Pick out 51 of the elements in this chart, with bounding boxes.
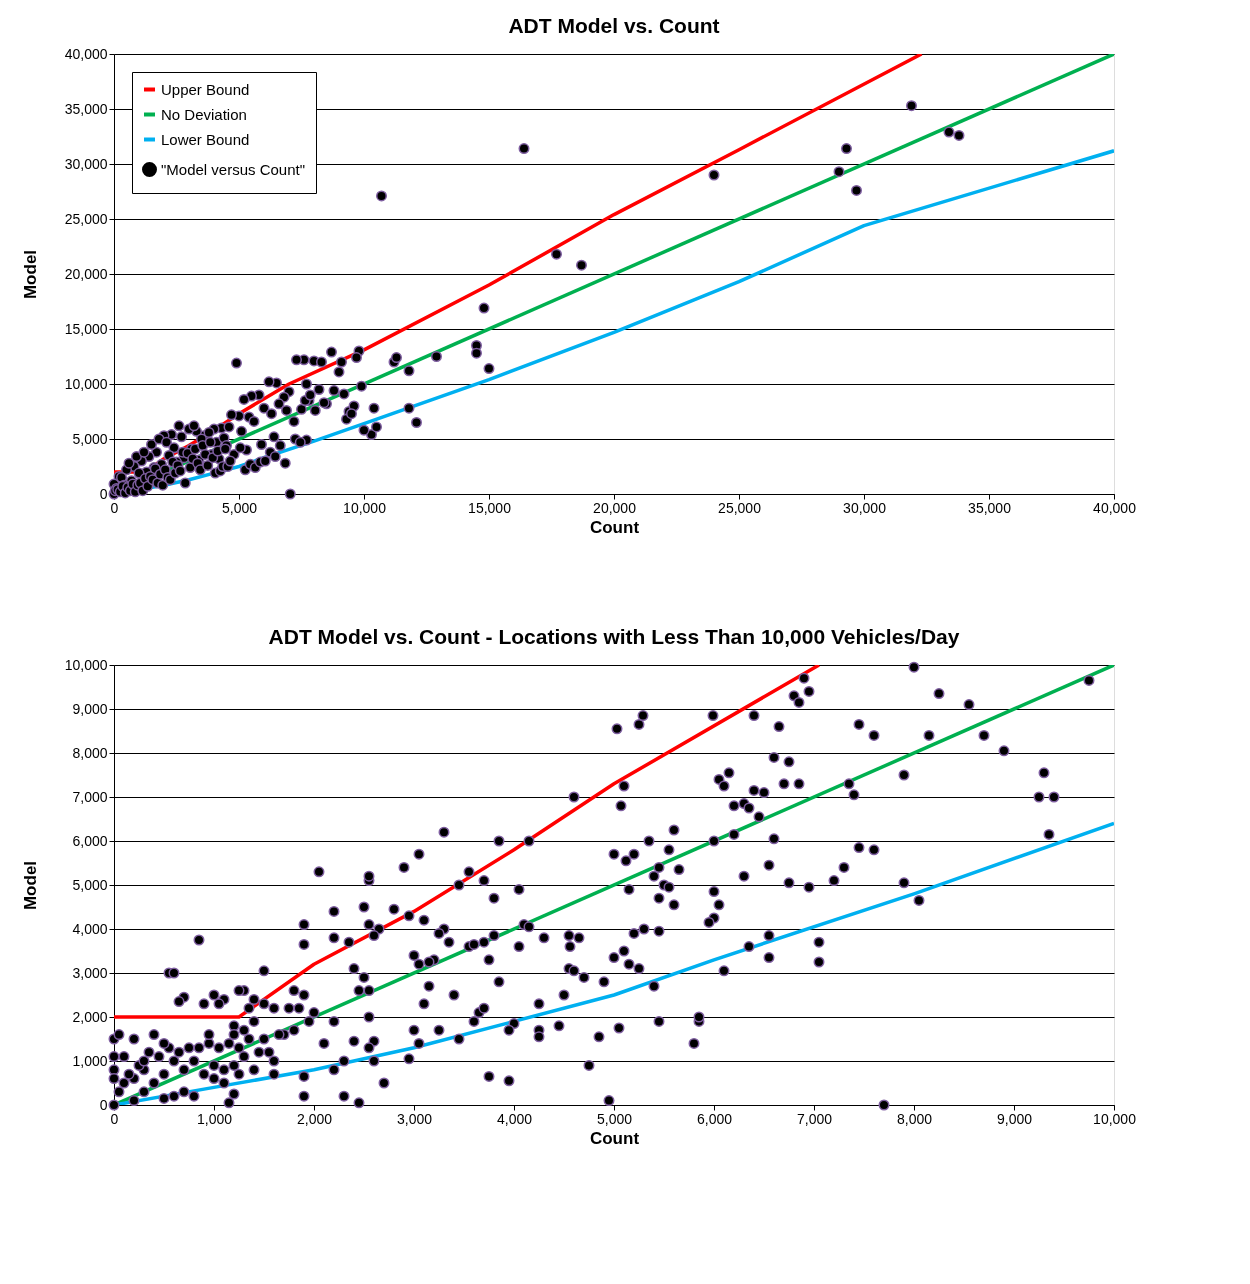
legend-label: No Deviation <box>161 105 247 123</box>
y-tick-label: 25,000 <box>64 210 108 227</box>
x-tick-label: 25,000 <box>718 499 762 516</box>
x-tick-label: 8,000 <box>896 1110 933 1127</box>
legend-label: Upper Bound <box>161 80 250 98</box>
line-series <box>114 665 821 1019</box>
legend-label: "Model versus Count" <box>161 160 306 178</box>
y-tick-label: 10,000 <box>64 375 108 392</box>
x-tick-label: 6,000 <box>696 1110 733 1127</box>
y-tick-label: 30,000 <box>64 155 108 172</box>
y-tick-label: 1,000 <box>72 1052 108 1069</box>
x-tick-label: 35,000 <box>968 499 1012 516</box>
y-tick-label: 35,000 <box>64 100 108 117</box>
x-tick-label: 1,000 <box>196 1110 233 1127</box>
y-axis-title: Model <box>20 860 40 911</box>
x-tick-label: 7,000 <box>796 1110 833 1127</box>
chart-title: ADT Model vs. Count - Locations with Less Than 10,000 Vehicles/Day <box>268 625 960 648</box>
x-tick-label: 10,000 <box>343 499 387 516</box>
y-tick-label: 7,000 <box>72 788 108 805</box>
y-tick-label: 5,000 <box>72 430 108 447</box>
y-axis-title: Model <box>20 249 40 300</box>
y-tick-label: 6,000 <box>72 832 108 849</box>
y-tick-label: 15,000 <box>64 320 108 337</box>
x-tick-label: 15,000 <box>468 499 512 516</box>
x-axis-title: Count <box>589 1128 640 1148</box>
x-tick-label: 10,000 <box>1093 1110 1137 1127</box>
x-tick-label: 2,000 <box>296 1110 333 1127</box>
x-tick-label: 9,000 <box>996 1110 1033 1127</box>
y-tick-label: 0 <box>99 1096 108 1113</box>
x-axis-title: Count <box>589 517 640 537</box>
y-tick-label: 3,000 <box>72 964 108 981</box>
x-tick-label: 30,000 <box>843 499 887 516</box>
x-tick-label: 0 <box>110 499 119 516</box>
x-tick-label: 40,000 <box>1093 499 1137 516</box>
x-tick-label: 5,000 <box>596 1110 633 1127</box>
y-tick-label: 8,000 <box>72 744 108 761</box>
y-tick-label: 2,000 <box>72 1008 108 1025</box>
y-tick-label: 40,000 <box>64 45 108 62</box>
x-tick-label: 5,000 <box>221 499 258 516</box>
y-tick-label: 5,000 <box>72 876 108 893</box>
x-tick-label: 20,000 <box>593 499 637 516</box>
y-tick-label: 10,000 <box>64 656 108 673</box>
legend-label: Lower Bound <box>161 130 250 148</box>
y-tick-label: 9,000 <box>72 700 108 717</box>
y-tick-label: 0 <box>99 485 108 502</box>
chart-title: ADT Model vs. Count <box>508 14 720 37</box>
x-tick-label: 0 <box>110 1110 119 1127</box>
x-tick-label: 3,000 <box>396 1110 433 1127</box>
y-tick-label: 4,000 <box>72 920 108 937</box>
x-tick-label: 4,000 <box>496 1110 533 1127</box>
y-tick-label: 20,000 <box>64 265 108 282</box>
